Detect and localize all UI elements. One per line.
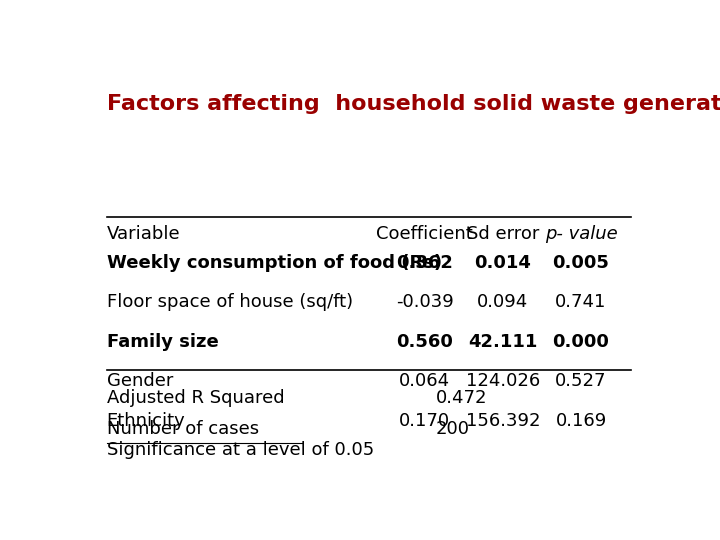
Text: Gender: Gender: [107, 373, 173, 390]
Text: Sd error: Sd error: [467, 225, 539, 243]
Text: Weekly consumption of food (Rs): Weekly consumption of food (Rs): [107, 254, 442, 272]
Text: 124.026: 124.026: [466, 373, 540, 390]
Text: 0.170: 0.170: [399, 412, 451, 430]
Text: 0.560: 0.560: [397, 333, 453, 351]
Text: 0.362: 0.362: [397, 254, 453, 272]
Text: 0.527: 0.527: [555, 373, 607, 390]
Text: Coefficient: Coefficient: [377, 225, 473, 243]
Text: 0.005: 0.005: [553, 254, 609, 272]
Text: 0.064: 0.064: [399, 373, 451, 390]
Text: Factors affecting  household solid waste generation (Regression): Factors affecting household solid waste …: [107, 94, 720, 114]
Text: 0.014: 0.014: [474, 254, 531, 272]
Text: 0.094: 0.094: [477, 293, 528, 312]
Text: Number of cases: Number of cases: [107, 420, 259, 438]
Text: Floor space of house (sq/ft): Floor space of house (sq/ft): [107, 293, 353, 312]
Text: 0.169: 0.169: [555, 412, 607, 430]
Text: 0.472: 0.472: [436, 389, 487, 407]
Text: Family size: Family size: [107, 333, 218, 351]
Text: p- value: p- value: [544, 225, 618, 243]
Text: 42.111: 42.111: [468, 333, 538, 351]
Text: 0.000: 0.000: [553, 333, 609, 351]
Text: 0.741: 0.741: [555, 293, 607, 312]
Text: -0.039: -0.039: [396, 293, 454, 312]
Text: Adjusted R Squared: Adjusted R Squared: [107, 389, 284, 407]
Text: Significance at a level of 0.05: Significance at a level of 0.05: [107, 441, 374, 459]
Text: 200: 200: [436, 420, 470, 438]
Text: 156.392: 156.392: [466, 412, 540, 430]
Text: Variable: Variable: [107, 225, 181, 243]
Text: Ethnicity: Ethnicity: [107, 412, 186, 430]
